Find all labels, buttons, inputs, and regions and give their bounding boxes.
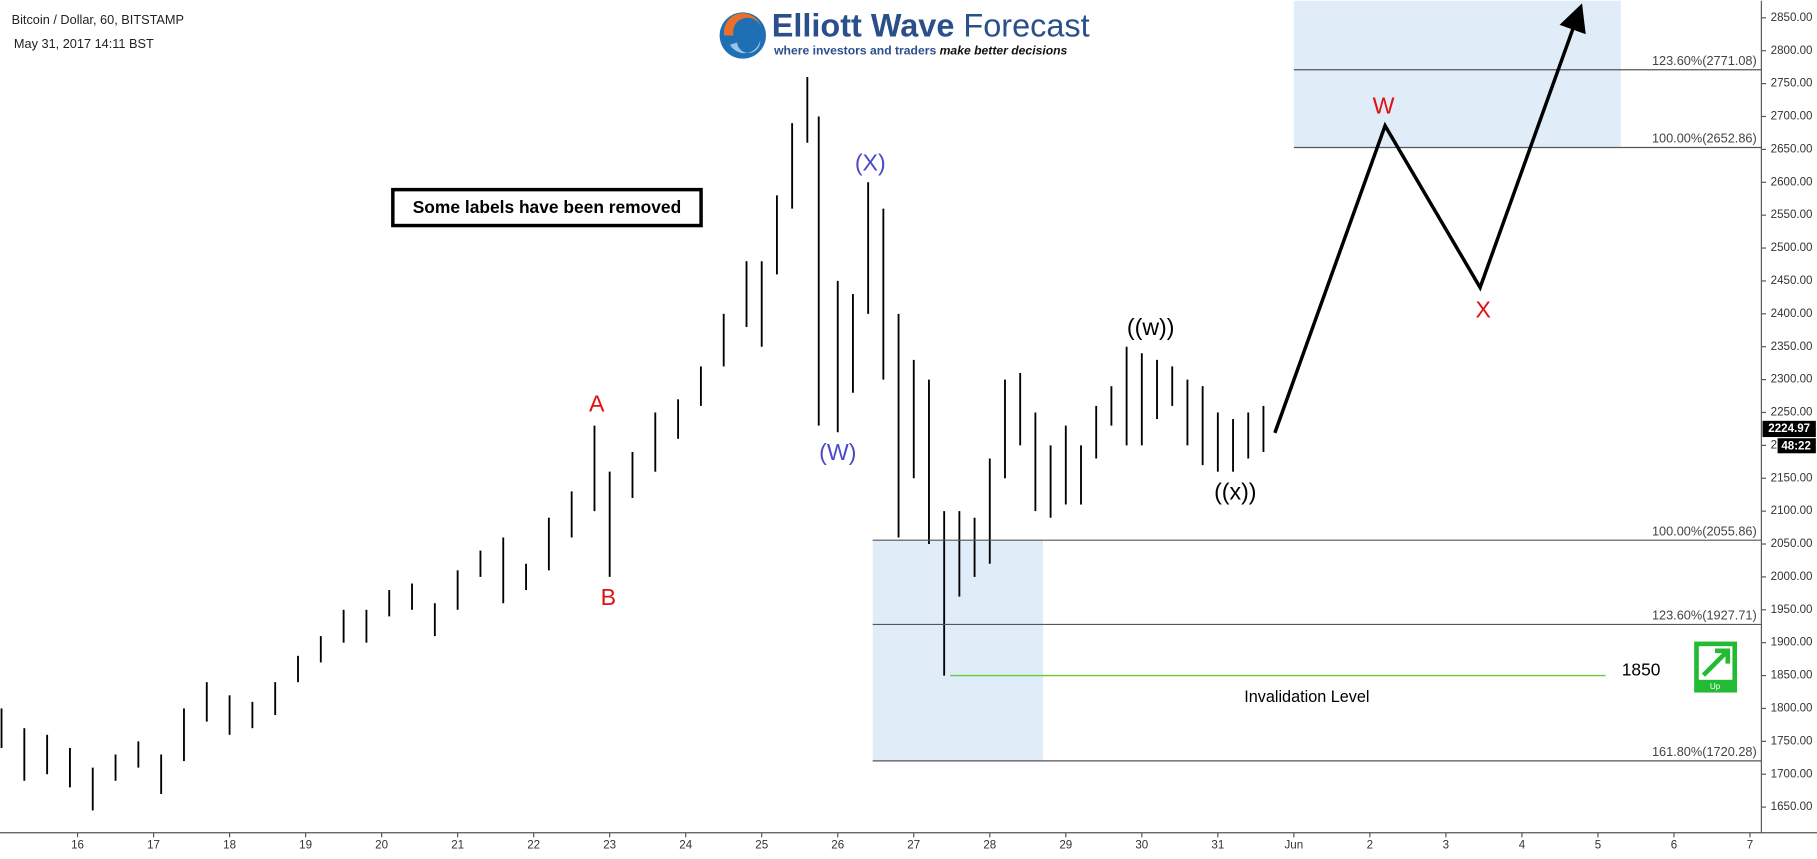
x-tick-label: 21: [451, 840, 464, 852]
logo-swoosh: [730, 40, 761, 54]
x-tick-label: 18: [223, 840, 236, 852]
wave-label: (W): [819, 439, 856, 465]
y-tick-label: 1950.00: [1771, 604, 1813, 616]
y-tick-label: 1650.00: [1771, 801, 1813, 813]
y-tick-label: 2550.00: [1771, 209, 1813, 221]
y-tick-label: 2500.00: [1771, 242, 1813, 254]
y-tick-label: 2350.00: [1771, 341, 1813, 353]
wave-label: ((w)): [1127, 314, 1175, 340]
x-tick-label: 25: [755, 840, 768, 852]
signal-arrow: [1701, 648, 1731, 677]
y-tick-label: 2050.00: [1771, 538, 1813, 550]
logo: Elliott Wave Forecast where investors an…: [719, 7, 1090, 59]
fib-label: 100.00%(2055.86): [1652, 523, 1757, 538]
wave-label: (X): [855, 149, 886, 175]
x-tick-label: 16: [71, 840, 84, 852]
target-zone: [1293, 0, 1621, 148]
x-tick-label: 22: [527, 840, 540, 852]
wave-label: ((x)): [1214, 478, 1256, 504]
logo-name-light: Forecast: [963, 7, 1089, 43]
y-tick-label: 2400.00: [1771, 308, 1813, 320]
logo-swoosh: [723, 13, 762, 36]
fib-label: 123.60%(1927.71): [1652, 608, 1757, 623]
x-tick-label: 6: [1671, 840, 1677, 852]
x-tick-label: 27: [907, 840, 920, 852]
y-tick-label: 2700.00: [1771, 111, 1813, 123]
signal-icon: Up: [1694, 641, 1738, 693]
x-tick-label: 19: [299, 840, 312, 852]
y-tick-label: 2850.00: [1771, 12, 1813, 24]
last-price: 2224.97: [1768, 423, 1810, 435]
wave-label: A: [589, 390, 605, 416]
y-tick-label: 2150.00: [1771, 472, 1813, 484]
x-tick-label: 23: [603, 840, 616, 852]
timestamp: May 31, 2017 14:11 BST: [14, 36, 154, 51]
projection-path: [1273, 3, 1586, 434]
logo-tagline: where investors and traders make better …: [773, 44, 1067, 58]
wave-label: X: [1476, 296, 1491, 322]
x-tick-label: 30: [1135, 840, 1148, 852]
wave-label: W: [1373, 92, 1395, 118]
x-tick-label: 3: [1443, 840, 1449, 852]
fib-label: 161.80%(1720.28): [1652, 744, 1757, 759]
y-tick-label: 2000.00: [1771, 571, 1813, 583]
x-tick-label: 28: [983, 840, 996, 852]
logo-tagline-em: make better decisions: [940, 44, 1068, 58]
y-tick-label: 1700.00: [1771, 768, 1813, 780]
x-tick-label: 24: [679, 840, 692, 852]
symbol: Bitcoin / Dollar, 60, BITSTAMP: [12, 12, 184, 27]
logo-name-bold: Elliott Wave: [772, 7, 955, 43]
y-tick-label: 2100.00: [1771, 505, 1813, 517]
y-tick-label: 2750.00: [1771, 78, 1813, 90]
logo-name: Elliott Wave Forecast: [772, 7, 1090, 43]
countdown: 48:22: [1781, 440, 1811, 452]
x-tick-label: 2: [1367, 840, 1373, 852]
wave-label: B: [601, 584, 616, 610]
y-tick-label: 2300.00: [1771, 374, 1813, 386]
last-price-tag: [1762, 420, 1816, 438]
note-box: [391, 187, 703, 228]
y-tick-label: 1850.00: [1771, 670, 1813, 682]
x-tick-label: 31: [1211, 840, 1224, 852]
fib-label: 123.60%(2771.08): [1652, 53, 1757, 68]
target-zone: [872, 540, 1043, 761]
y-tick-label: 2450.00: [1771, 275, 1813, 287]
x-tick-label: 29: [1059, 840, 1072, 852]
x-tick-label: 5: [1595, 840, 1601, 852]
fib-label: 100.00%(2652.86): [1652, 131, 1757, 146]
x-tick-label: 26: [831, 840, 844, 852]
invalidation-label: Invalidation Level: [1244, 688, 1369, 706]
y-tick-label: 1900.00: [1771, 637, 1813, 649]
x-tick-label: 20: [375, 840, 388, 852]
x-tick-label: 7: [1747, 840, 1753, 852]
x-tick-label: Jun: [1285, 840, 1304, 852]
x-tick-label: 17: [147, 840, 160, 852]
y-tick-label: 1750.00: [1771, 735, 1813, 747]
y-tick-label: 2800.00: [1771, 45, 1813, 57]
countdown-tag: [1777, 438, 1816, 454]
x-tick-label: 4: [1519, 840, 1526, 852]
logo-tagline-text: where investors and traders: [773, 44, 936, 58]
y-tick-label: 2650.00: [1771, 143, 1813, 155]
y-tick-label: 1800.00: [1771, 703, 1813, 715]
y-tick-label: 2250.00: [1771, 407, 1813, 419]
note: Some labels have been removed: [413, 197, 681, 217]
signal-label: Up: [1710, 682, 1721, 691]
plot: [0, 77, 1265, 811]
y-tick-label: 2600.00: [1771, 176, 1813, 188]
invalidation-value: 1850: [1622, 660, 1661, 680]
